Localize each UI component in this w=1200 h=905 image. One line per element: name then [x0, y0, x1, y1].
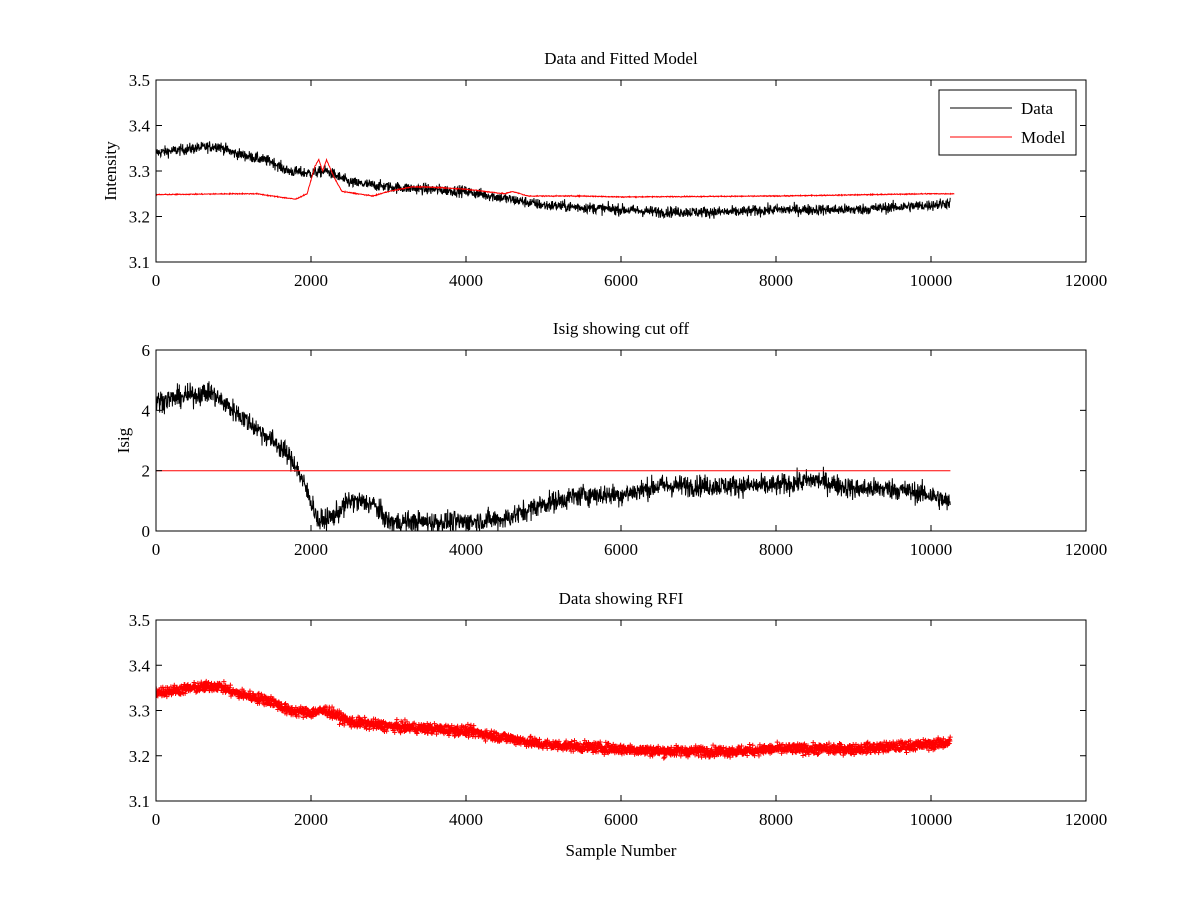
x-tick-label: 8000 — [759, 810, 793, 829]
x-tick-label: 10000 — [910, 810, 953, 829]
x-tick-label: 4000 — [449, 271, 483, 290]
x-tick-label: 2000 — [294, 810, 328, 829]
legend-label-model: Model — [1021, 128, 1066, 147]
x-tick-label: 6000 — [604, 540, 638, 559]
x-tick-label: 12000 — [1065, 810, 1108, 829]
legend-box — [938, 89, 1077, 156]
subplot-2: 0 2000 4000 6000 8000 10000 12000 0 2 4 6 Isig show… — [114, 319, 1107, 559]
y-tick-label: 3.3 — [129, 162, 150, 181]
chart-title: Isig showing cut off — [553, 319, 689, 338]
subplot-1: 0 2000 4000 6000 8000 10000 12000 3.1 3.2 3.3 3.4 3… — [101, 49, 1107, 290]
y-tick-label: 4 — [142, 401, 151, 420]
y-tick-label: 0 — [142, 522, 151, 541]
series-isig-line — [156, 381, 951, 531]
x-axis-label: Sample Number — [566, 841, 677, 860]
x-tick-label: 10000 — [910, 540, 953, 559]
x-tick-label: 6000 — [604, 271, 638, 290]
y-tick-label: 3.5 — [129, 71, 150, 90]
plot-area — [156, 381, 951, 531]
y-tick-label: 3.4 — [129, 117, 151, 136]
subplot-3: 0 2000 4000 6000 8000 10000 12000 3.1 3.2 3.3 3.4 3… — [129, 589, 1108, 860]
y-axis-label: Isig — [114, 427, 133, 453]
y-axis-label: Intensity — [101, 141, 120, 201]
series-rfi-markers — [156, 678, 953, 761]
series-model-line — [156, 157, 955, 201]
x-tick-label: 12000 — [1065, 540, 1108, 559]
x-tick-label: 12000 — [1065, 271, 1108, 290]
x-tick-label: 6000 — [604, 810, 638, 829]
legend-label-data: Data — [1021, 99, 1054, 118]
y-tick-label: 3.4 — [129, 656, 151, 675]
y-tick-label: 3.1 — [129, 253, 150, 272]
y-tick-label: 3.1 — [129, 792, 150, 811]
plot-area — [156, 140, 955, 219]
legend: Data Model — [938, 89, 1077, 156]
x-tick-label: 2000 — [294, 540, 328, 559]
x-tick-label: 4000 — [449, 540, 483, 559]
plot-area — [156, 678, 953, 761]
y-tick-label: 2 — [142, 462, 151, 481]
y-tick-label: 6 — [142, 341, 151, 360]
y-tick-label: 3.2 — [129, 208, 150, 227]
x-tick-label: 4000 — [449, 810, 483, 829]
series-data-line — [156, 140, 951, 219]
x-tick-label: 2000 — [294, 271, 328, 290]
x-tick-label: 0 — [152, 810, 161, 829]
x-tick-label: 8000 — [759, 271, 793, 290]
chart-title: Data and Fitted Model — [544, 49, 698, 68]
x-tick-label: 0 — [152, 271, 161, 290]
x-tick-label: 0 — [152, 540, 161, 559]
x-tick-label: 10000 — [910, 271, 953, 290]
y-tick-label: 3.5 — [129, 611, 150, 630]
chart-title: Data showing RFI — [559, 589, 684, 608]
y-tick-label: 3.3 — [129, 702, 150, 721]
x-tick-label: 8000 — [759, 540, 793, 559]
y-tick-label: 3.2 — [129, 747, 150, 766]
